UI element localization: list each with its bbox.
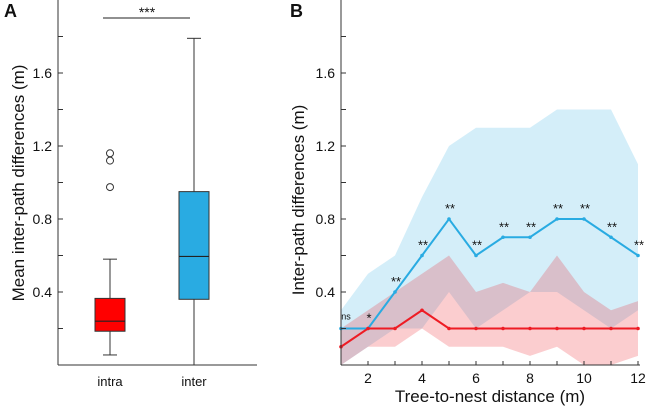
x-tick-label-b: 8 (526, 370, 534, 386)
data-point-inter (555, 217, 559, 221)
data-point-intra (501, 326, 505, 331)
y-tick-label-a: 1.2 (33, 138, 53, 154)
series-line-intra (340, 309, 638, 348)
significance-label-b: ** (580, 201, 590, 216)
x-tick-label-b: 10 (576, 370, 592, 386)
box-intra (94, 297, 126, 332)
confidence-band-inter (341, 109, 638, 365)
series-line-inter (341, 217, 639, 330)
y-tick-label-b: 0.4 (316, 284, 336, 300)
x-axis-title-b: Tree-to-nest distance (m) (395, 387, 585, 406)
significance-label-b: ** (634, 238, 644, 253)
panel-label-a: A (4, 1, 17, 21)
significance-label-b: ** (418, 238, 428, 253)
y-tick-label-b: 0.8 (316, 211, 336, 227)
significance-label-b: ** (607, 219, 617, 234)
significance-label-b: ns (341, 312, 351, 322)
y-tick-label-a: 0.8 (33, 211, 53, 227)
x-tick-label-b: 6 (472, 370, 480, 386)
data-point-inter (636, 253, 640, 258)
data-point-inter (501, 235, 505, 240)
data-point-inter (447, 217, 451, 221)
x-tick-label-a: intra (97, 374, 123, 389)
outlier-point (106, 183, 114, 192)
data-point-intra (474, 326, 478, 331)
panel-label-b: B (290, 1, 303, 21)
data-point-intra (636, 326, 640, 331)
y-axis-title-b: Inter-path differences (m) (289, 105, 308, 296)
y-tick-label-b: 1.6 (316, 65, 336, 81)
data-point-intra (420, 308, 424, 313)
data-point-intra (609, 326, 613, 331)
x-tick-label-a: inter (181, 374, 207, 389)
significance-label-b: ** (499, 219, 509, 234)
data-point-inter (474, 253, 478, 258)
data-point-inter (609, 235, 613, 240)
y-tick-label-a: 0.4 (33, 284, 53, 300)
x-tick-label-b: 12 (630, 370, 646, 386)
data-point-inter (393, 290, 397, 294)
data-point-intra (555, 326, 559, 331)
outlier-point (106, 156, 114, 165)
significance-label-b: ** (526, 219, 536, 234)
box-inter (178, 191, 210, 300)
x-tick-label-b: 2 (364, 370, 372, 386)
data-point-intra (366, 326, 370, 331)
x-tick-label-b: 4 (418, 370, 426, 386)
significance-label-b: ** (445, 201, 455, 216)
data-point-intra (447, 326, 451, 331)
significance-label-b: ** (553, 201, 563, 216)
data-point-inter (528, 235, 532, 240)
significance-label-b: ** (391, 274, 401, 289)
y-tick-label-a: 1.6 (33, 65, 53, 81)
outlier-point (106, 149, 114, 158)
confidence-band-intra (341, 255, 638, 365)
significance-label-a: *** (139, 4, 156, 20)
significance-label-b: ** (472, 238, 482, 253)
y-axis-title-a: Mean inter-path differences (m) (9, 65, 28, 302)
significance-label-b: * (366, 311, 371, 326)
data-point-inter (582, 217, 586, 221)
y-tick-label-b: 1.2 (316, 138, 336, 154)
data-point-intra (582, 326, 586, 331)
data-point-intra (528, 326, 532, 331)
data-point-inter (420, 253, 424, 258)
data-point-intra (393, 326, 397, 331)
